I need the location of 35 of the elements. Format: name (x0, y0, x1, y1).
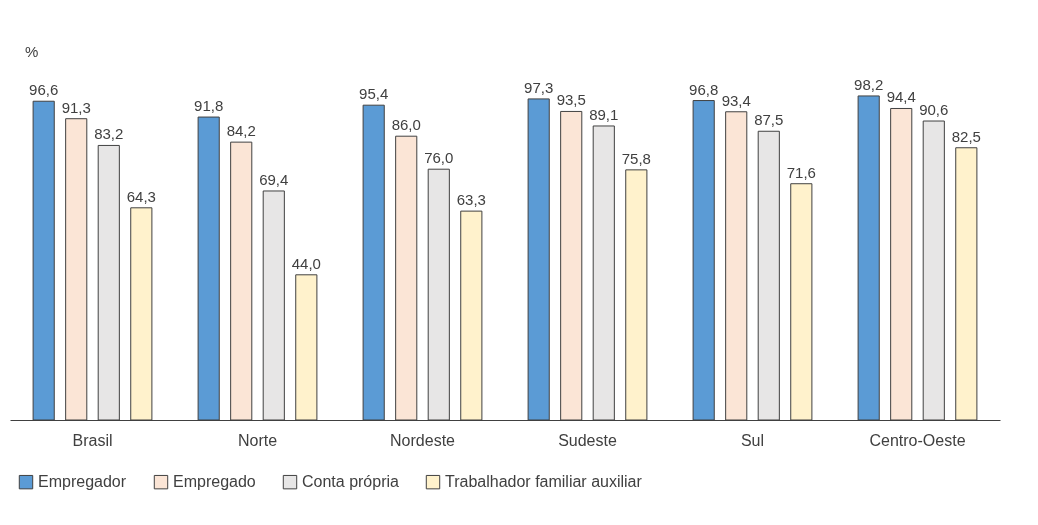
data-label: 69,4 (259, 170, 289, 188)
data-label: 96,6 (29, 81, 59, 99)
data-label: 91,8 (194, 97, 224, 115)
y-axis-title: % (25, 43, 39, 60)
legend-label: Empregado (173, 473, 256, 491)
x-tick-label: Sul (740, 431, 765, 449)
data-label: 90,6 (919, 101, 949, 119)
data-label: 75,8 (621, 149, 651, 167)
legend-label: Conta própria (302, 473, 400, 491)
x-tick-label: Sudeste (558, 431, 617, 449)
data-label: 71,6 (786, 163, 816, 181)
data-label: 98,2 (854, 75, 884, 93)
x-tick-label: Centro-Oeste (869, 431, 966, 449)
data-label: 91,3 (61, 98, 91, 116)
x-tick-label: Norte (237, 431, 278, 449)
data-label: 82,5 (951, 127, 981, 145)
data-label: 87,5 (754, 111, 784, 129)
data-label: 86,0 (391, 116, 421, 134)
data-label: 89,1 (589, 105, 619, 123)
data-label: 96,8 (689, 80, 719, 98)
data-label: 64,3 (126, 187, 156, 205)
data-label: 97,3 (524, 78, 554, 96)
data-label: 63,3 (456, 191, 486, 209)
data-label: 83,2 (94, 125, 124, 143)
legend-label: Trabalhador familiar auxiliar (445, 473, 643, 491)
x-tick-label: Brasil (72, 431, 113, 449)
data-label: 94,4 (886, 88, 916, 106)
data-label: 76,0 (424, 149, 454, 167)
legend-label: Empregador (38, 473, 127, 491)
data-label: 93,4 (721, 91, 751, 109)
x-tick-label: Nordeste (390, 431, 456, 449)
data-label: 44,0 (291, 254, 321, 272)
data-label: 95,4 (359, 85, 389, 103)
data-label: 93,5 (556, 91, 586, 109)
data-label: 84,2 (226, 122, 256, 140)
